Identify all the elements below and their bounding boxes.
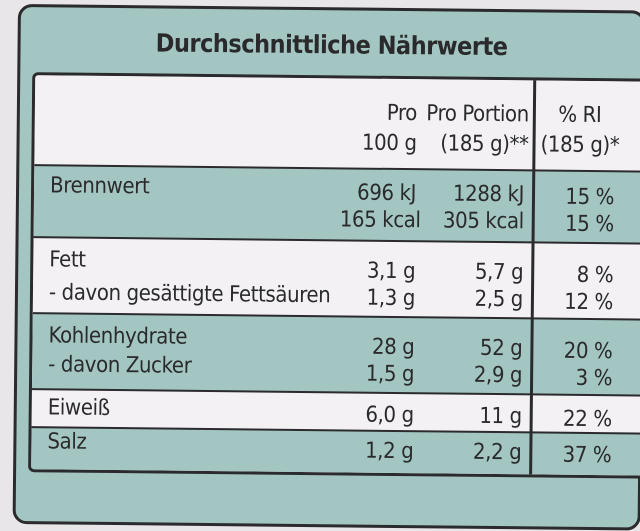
row-label: Eiweiß (47, 395, 110, 421)
row-per100: 165 kcal (339, 207, 421, 234)
row-portion: 305 kcal (442, 208, 524, 235)
header-per100-line2: 100 g (361, 130, 417, 157)
row-ri: 15 % (564, 211, 614, 238)
row-ri: 3 % (575, 365, 613, 392)
row-portion: 11 g (479, 403, 522, 430)
row-portion: 1288 kJ (452, 181, 525, 208)
row-ri: 20 % (563, 338, 613, 365)
row-per100: 1,5 g (365, 361, 415, 388)
row-ri: 8 % (576, 262, 614, 289)
row-ri: 12 % (564, 289, 614, 316)
row-label: Brennwert (49, 173, 150, 200)
row-ri: 15 % (565, 184, 615, 211)
header-portion-line1: Pro Portion (426, 101, 529, 128)
row-portion: 2,2 g (472, 439, 522, 466)
row-per100: 6,0 g (365, 402, 414, 429)
header-ri-line1: % RI (558, 102, 602, 129)
row-label: Fett (49, 247, 86, 273)
row-label: - davon gesättigte Fettsäuren (48, 280, 331, 309)
header-ri-line2: (185 g)* (540, 132, 620, 159)
nutrition-label: Durchschnittliche Nährwerte Pro 100 g Pr… (12, 4, 640, 531)
row-label: - davon Zucker (48, 352, 192, 379)
row-portion: 2,5 g (474, 286, 524, 313)
row-portion: 52 g (479, 335, 523, 362)
row-portion: 5,7 g (474, 259, 524, 286)
row-ri: 22 % (562, 406, 612, 433)
row-per100: 696 kJ (356, 180, 417, 207)
row-per100: 28 g (371, 334, 415, 361)
header-portion-line2: (185 g)** (440, 131, 529, 158)
row-ri: 37 % (562, 442, 612, 469)
row-per100: 1,2 g (364, 438, 414, 465)
row-per100: 3,1 g (366, 258, 416, 285)
row-label: Salz (47, 429, 87, 455)
row-label: Kohlenhydrate (48, 323, 188, 350)
header-per100-line1: Pro (386, 100, 418, 127)
label-title: Durchschnittliche Nährwerte (155, 28, 508, 62)
row-portion: 2,9 g (473, 362, 523, 389)
nutrition-table: Pro 100 g Pro Portion (185 g)** % RI (18… (28, 72, 640, 479)
row-per100: 1,3 g (366, 285, 416, 312)
